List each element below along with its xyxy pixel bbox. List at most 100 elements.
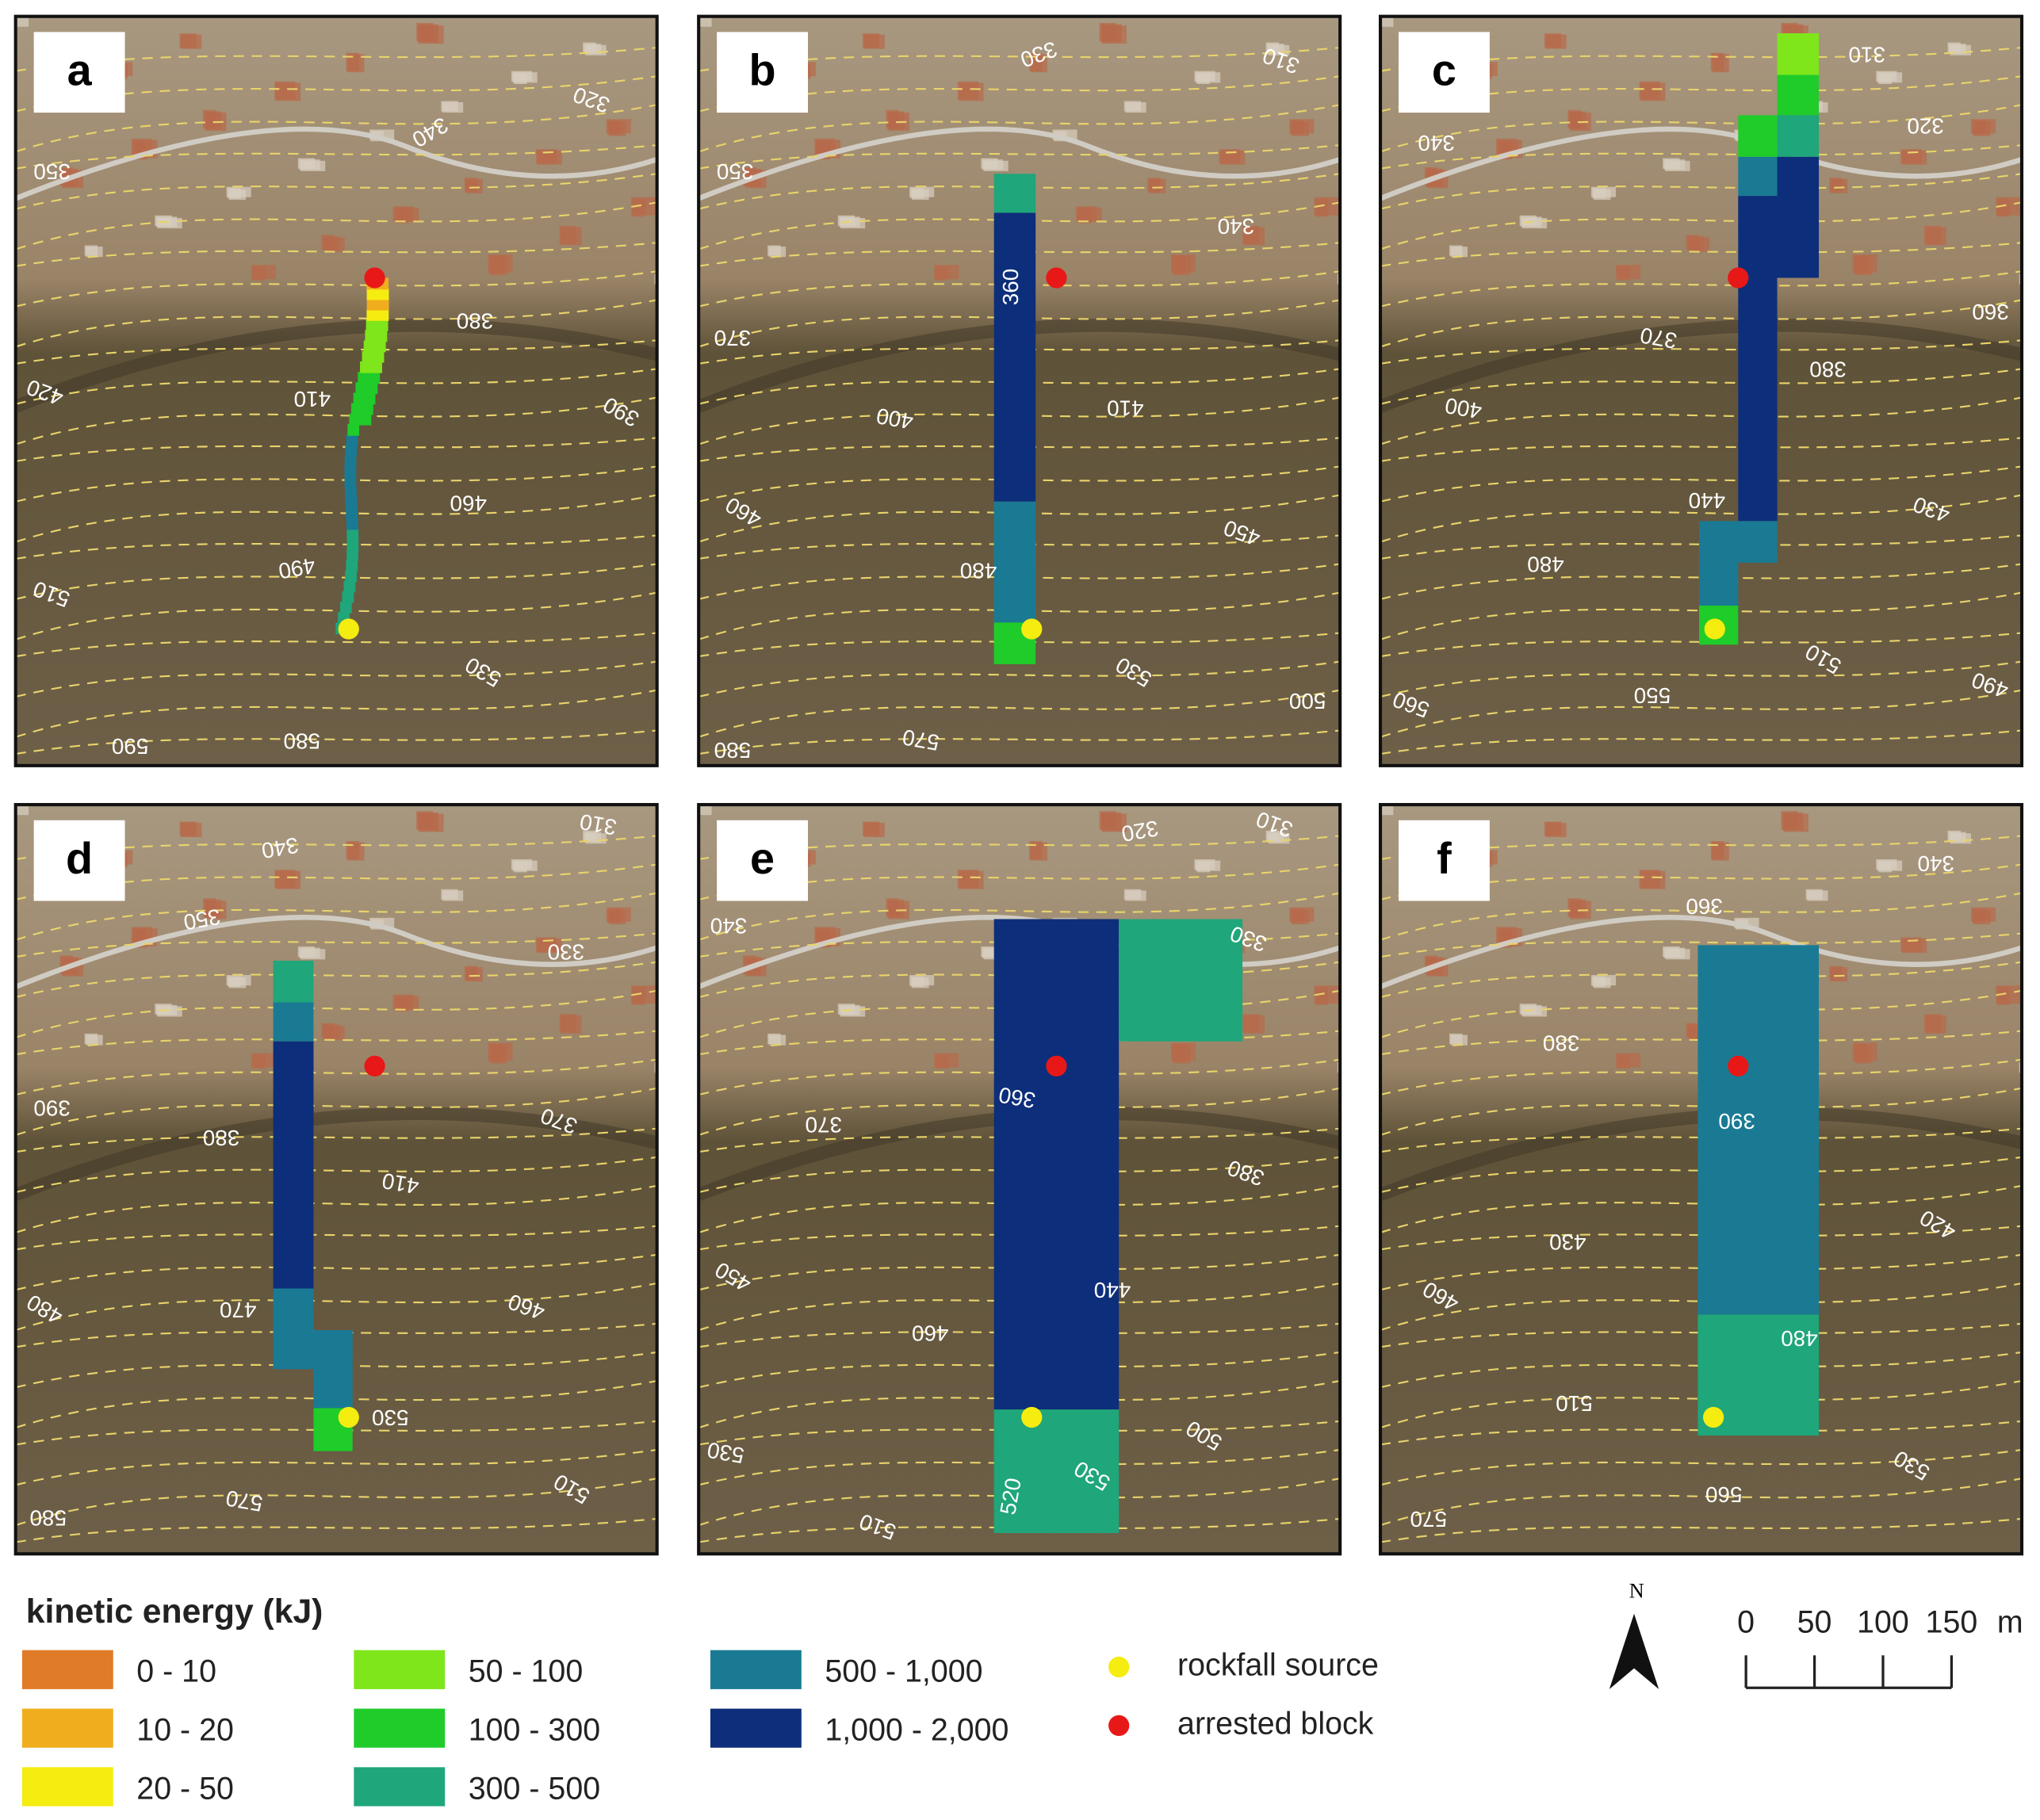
energy-cell: [1738, 196, 1778, 522]
contour-label: 350: [33, 159, 71, 184]
building: [1265, 830, 1280, 842]
contour-label: 580: [714, 738, 752, 763]
rockfall-source: [338, 1406, 359, 1428]
energy-cell: [360, 361, 382, 373]
contour-line: [1380, 632, 2023, 658]
energy-cell: [345, 445, 358, 457]
legend-label: rockfall source: [1177, 1647, 1379, 1682]
building: [1923, 225, 1942, 244]
building: [909, 186, 935, 197]
rockfall-source: [1021, 1406, 1043, 1428]
building: [511, 71, 533, 82]
building: [1123, 101, 1142, 112]
contour-label: 440: [1689, 488, 1726, 513]
building: [606, 119, 631, 134]
building: [1710, 841, 1724, 860]
energy-cell: [349, 413, 372, 426]
building: [202, 898, 216, 917]
building: [1971, 119, 1996, 134]
contour-line: [1380, 1322, 2023, 1348]
building: [1996, 985, 2021, 1004]
road: [698, 126, 1341, 201]
building: [1639, 81, 1660, 100]
building: [321, 1023, 335, 1038]
energy-cell: [346, 507, 358, 520]
contour-line: [15, 1225, 657, 1251]
energy-cell: [350, 403, 373, 415]
contour-line: [15, 144, 657, 170]
building: [656, 275, 657, 286]
contour-label: 340: [1418, 131, 1455, 155]
building: [226, 186, 251, 197]
building: [1314, 197, 1339, 216]
contour-label: 500: [1289, 689, 1326, 713]
legend-label: 500 - 1,000: [825, 1654, 982, 1689]
contour-line: [15, 961, 657, 998]
building: [274, 870, 296, 889]
contour-line: [698, 660, 1341, 698]
energy-cell: [344, 465, 357, 478]
contour-line: [1380, 1030, 2023, 1056]
contour-line: [15, 932, 657, 958]
building: [767, 1033, 781, 1045]
building: [1099, 22, 1116, 41]
contour-label: 360: [997, 1082, 1037, 1113]
building: [1876, 859, 1897, 870]
contour-line: [698, 863, 1341, 900]
energy-cell: [362, 350, 385, 363]
building: [251, 1053, 276, 1068]
contour-label: 560: [1705, 1482, 1743, 1507]
building: [15, 805, 29, 816]
contour-label: 430: [1549, 1229, 1586, 1254]
building: [441, 889, 458, 900]
contour-line: [1380, 1517, 2023, 1543]
building: [1710, 52, 1724, 71]
panel-label-box: [717, 820, 809, 901]
building: [346, 52, 359, 71]
contour-label: 360: [1686, 894, 1723, 919]
legend-swatch: [354, 1767, 446, 1807]
panel-frame: [1378, 803, 2024, 1556]
contour-label: 310: [578, 809, 618, 840]
building: [202, 109, 216, 128]
building: [15, 16, 29, 27]
building: [559, 1014, 576, 1033]
legend-swatch: [21, 1650, 113, 1689]
contour-label: 410: [294, 387, 331, 411]
building: [155, 1004, 172, 1015]
legend-title: kinetic energy (kJ): [26, 1592, 323, 1631]
panel-label: d: [66, 833, 93, 883]
building: [1449, 1033, 1463, 1045]
building: [1947, 830, 1961, 842]
building: [837, 1004, 855, 1015]
panel-label-box: [1399, 32, 1490, 113]
contour-line: [15, 368, 657, 405]
building: [1852, 1042, 1877, 1061]
legend-swatch: [710, 1708, 802, 1748]
contour-line: [1380, 270, 2023, 308]
energy-cell: [993, 174, 1036, 213]
contour-label: 410: [1107, 396, 1144, 421]
road: [15, 915, 657, 989]
energy-cell: [346, 434, 358, 446]
energy-cell: [366, 319, 388, 331]
building: [909, 975, 935, 986]
contour-line: [15, 465, 657, 503]
contour-line: [15, 75, 657, 113]
building: [392, 994, 414, 1009]
building: [1639, 870, 1660, 889]
scale-tick-label: 50: [1797, 1604, 1832, 1639]
arrested-block: [1046, 1055, 1067, 1077]
contour-label: 530: [372, 1405, 409, 1430]
legend-swatch: [710, 1650, 802, 1689]
rockfall-source: [1704, 618, 1725, 640]
building: [1170, 254, 1196, 273]
north-arrow: [1609, 1613, 1659, 1689]
contour-label: 530: [706, 1437, 746, 1468]
contour-label: 330: [548, 939, 585, 964]
